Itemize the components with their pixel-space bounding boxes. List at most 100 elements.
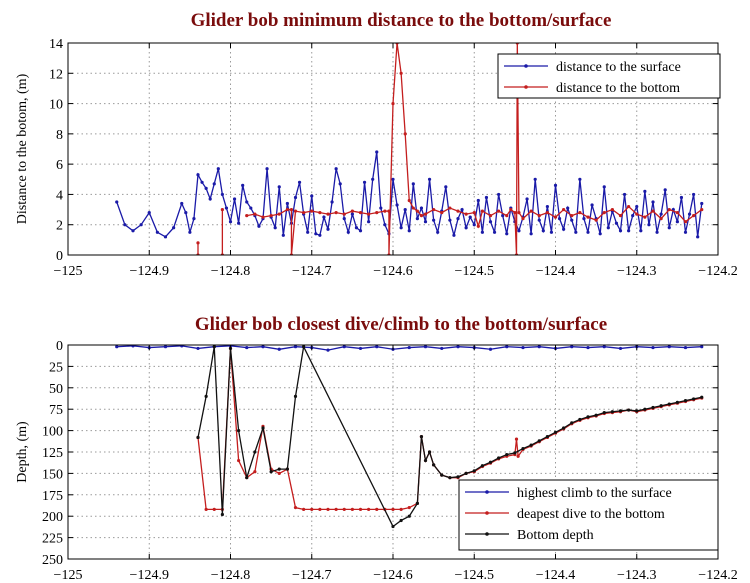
data-point [432,218,436,222]
x-tick-label: −124.4 [536,264,575,279]
data-point [411,182,415,186]
data-point [423,458,428,463]
data-point [293,345,298,349]
data-point [354,226,359,230]
data-point [675,400,679,404]
data-point [371,177,375,181]
data-point [350,209,354,213]
data-point [212,345,216,349]
data-point [350,507,354,511]
data-point [293,394,298,398]
data-point [480,464,484,468]
legend-marker [524,85,528,89]
data-point [245,476,249,480]
data-point [237,221,241,225]
data-point [391,177,395,181]
data-point [367,220,371,224]
data-point [476,224,480,228]
y-axis-label: Depth, (m) [15,421,30,483]
data-point [399,71,403,75]
data-point [627,229,631,233]
data-point [261,426,265,430]
data-point [566,206,570,210]
x-tick-label: −124.3 [617,568,656,583]
data-point [261,345,265,349]
data-point [586,345,590,350]
data-point [383,209,387,213]
data-point [651,209,655,213]
data-point [423,212,428,216]
data-point [208,197,212,201]
data-point [594,218,598,222]
y-tick-label: 14 [49,37,63,52]
data-point [586,230,590,234]
data-point [562,426,566,430]
data-point [131,229,135,233]
data-point [204,394,208,398]
data-point [265,167,269,171]
y-tick-label: 75 [49,403,63,418]
data-point [692,192,696,197]
data-point [557,217,562,221]
data-point [391,524,395,529]
data-point [407,198,411,203]
data-point [622,192,627,197]
data-point [310,194,314,198]
data-point [139,223,143,227]
data-point [436,230,440,234]
data-point [358,211,363,215]
data-point [452,233,456,237]
data-point [318,211,322,215]
legend-marker [485,532,489,536]
data-point [687,212,692,216]
data-point [367,507,371,511]
data-point [667,207,671,212]
data-point [659,404,663,408]
data-point [391,507,395,511]
data-point [667,226,671,230]
data-point [484,195,489,200]
data-point [643,189,647,193]
data-point [582,217,586,221]
data-point [655,230,659,234]
data-point [647,223,651,227]
data-point [293,506,298,510]
y-tick-label: 4 [56,188,63,203]
data-point [692,214,696,218]
data-point [553,183,558,187]
data-point [220,207,224,212]
data-point [375,211,379,215]
data-point [440,211,444,215]
data-point [700,201,704,206]
data-point [391,101,395,106]
data-point [245,200,249,204]
data-point [488,347,493,351]
data-point [241,183,245,187]
legend-box [497,53,721,99]
data-point [358,229,363,233]
legend-label: distance to the surface [556,60,681,75]
data-point [216,167,220,171]
data-point [529,209,533,213]
data-point [379,206,383,210]
data-point [302,345,306,349]
data-point [342,217,346,221]
data-point [464,212,468,216]
data-point [367,212,371,216]
x-tick-label: −124.8 [211,568,250,583]
series-3 [196,345,704,529]
data-point [184,211,188,215]
data-point [362,180,367,184]
data-point [163,235,168,239]
data-point [375,345,379,349]
x-tick-label: −124.9 [130,264,169,279]
data-point [521,345,525,350]
data-point [269,214,273,218]
data-point [578,211,582,215]
data-point [163,345,168,349]
data-point [342,212,346,216]
data-point [407,514,411,518]
x-tick-label: −125 [54,568,83,583]
data-point [306,230,310,234]
data-point [659,217,663,221]
